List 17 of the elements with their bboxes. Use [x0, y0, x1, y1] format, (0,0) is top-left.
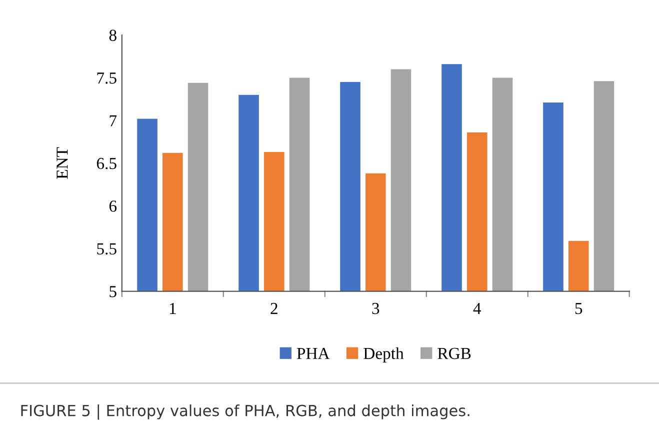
caption: FIGURE 5 | Entropy values of PHA, RGB, and depth images. [21, 404, 470, 420]
y-tick-label: 7.5 [97, 72, 116, 84]
x-tick-label: 4 [473, 302, 482, 314]
legend-label: Depth [364, 347, 404, 362]
y-tick-label: 6 [109, 200, 117, 212]
y-tick-label: 8 [109, 30, 116, 41]
y-tick-label: 7 [110, 115, 117, 126]
x-tick-label: 2 [270, 302, 278, 314]
y-tick-label: 5.5 [97, 243, 116, 255]
x-tick-label: 1 [170, 302, 176, 314]
x-tick-label: 3 [372, 302, 380, 314]
y-tick-label: 5 [110, 286, 116, 298]
legend-label: RGB [438, 348, 471, 360]
x-tick-label: 5 [575, 303, 582, 314]
legend-label: PHA [296, 348, 330, 359]
y-tick-label: 6.5 [96, 158, 116, 170]
y-axis-title: ENT [56, 147, 68, 179]
